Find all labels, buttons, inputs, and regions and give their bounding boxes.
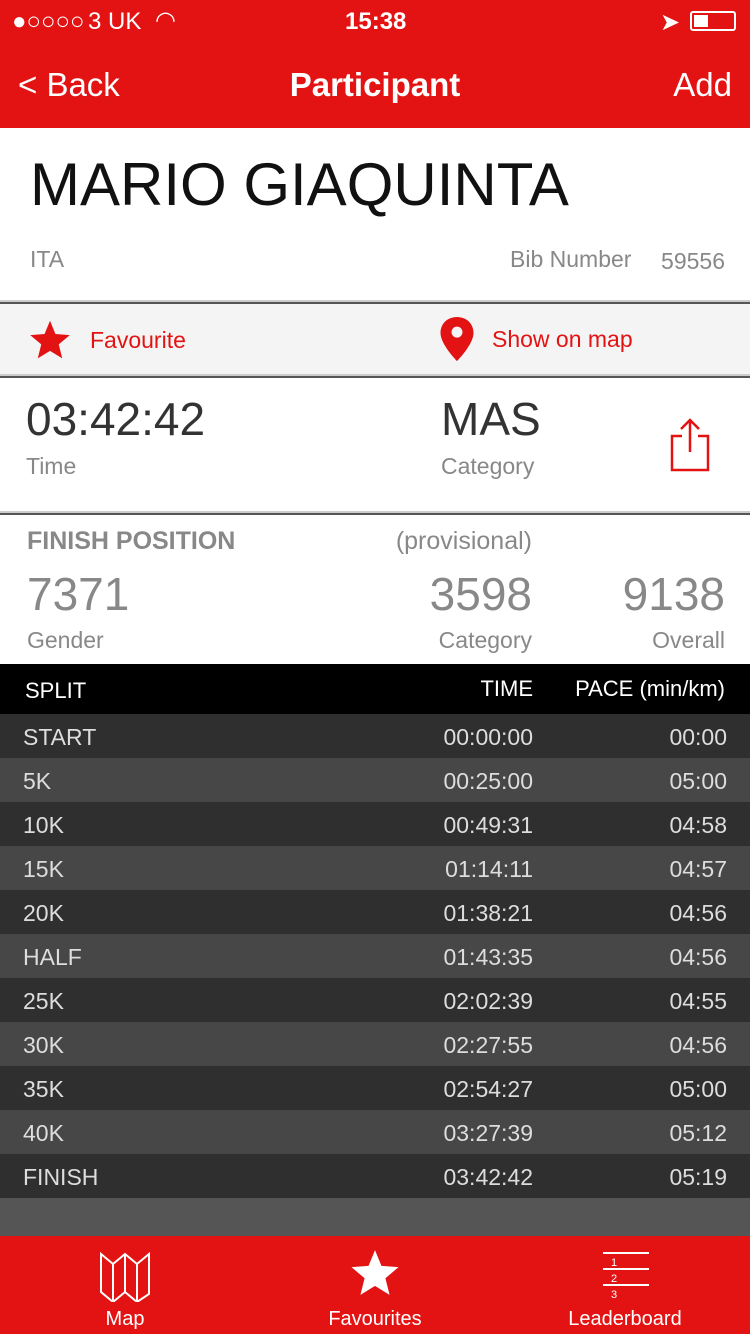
overall-position: 9138 [622,568,725,620]
split-name: 25K [23,988,64,1014]
split-name: 5K [23,768,52,794]
nav-bar: < Back Participant Add [0,40,750,128]
split-pace: 00:00 [669,724,727,750]
pace-header: PACE (min/km) [575,676,725,701]
split-pace: 04:55 [669,988,727,1014]
split-pace: 04:56 [669,1032,727,1058]
tab-label: Favourites [328,1308,422,1330]
split-pace: 05:19 [669,1164,727,1190]
tab-bar: Map Favourites 1 2 3 Leaderboard [0,1236,750,1334]
bib-number: 59556 [661,248,725,274]
split-time: 03:27:39 [443,1120,533,1146]
action-row: Favourite Show on map [0,304,750,376]
tab-label: Leaderboard [568,1308,682,1330]
split-pace: 05:12 [669,1120,727,1146]
split-time: 02:27:55 [443,1032,533,1058]
clock: 15:38 [345,8,407,35]
svg-text:2: 2 [611,1273,617,1285]
result-summary: 03:42:42 Time MAS Category [0,378,750,513]
map-icon [100,1252,150,1302]
finish-position: FINISH POSITION (provisional) 7371 Gende… [0,515,750,664]
table-row: START 00:00:00 00:00 [0,714,750,758]
signal-icon: ●○○○○ [12,8,85,35]
favourite-button[interactable]: Favourite [28,318,186,362]
table-row: 35K 02:54:27 05:00 [0,1066,750,1110]
star-icon [30,320,70,359]
tab-label: Map [105,1308,145,1330]
split-name: 35K [23,1076,64,1102]
split-time: 01:43:35 [443,944,533,970]
tab-map[interactable]: Map [0,1236,250,1334]
split-time: 02:54:27 [443,1076,533,1102]
split-name: 40K [23,1120,64,1146]
category-position: 3598 [429,568,532,620]
participant-header: MARIO GIAQUINTA ITA Bib Number 59556 [0,128,750,302]
back-button[interactable]: < Back [18,66,120,103]
split-pace: 04:57 [669,856,727,882]
country: ITA [30,246,65,272]
split-name: FINISH [23,1164,99,1190]
table-row: 40K 03:27:39 05:12 [0,1110,750,1154]
category-label: Category [441,453,535,479]
split-name: HALF [23,944,82,970]
split-time: 00:00:00 [443,724,533,750]
finish-time: 03:42:42 [26,393,206,445]
split-time: 00:49:31 [443,812,533,838]
time-label: Time [26,453,77,479]
split-header: SPLIT [25,678,87,703]
split-name: 10K [23,812,64,838]
split-time: 02:02:39 [443,988,533,1014]
bib-label: Bib Number [510,246,632,272]
overall-label: Overall [652,627,725,653]
svg-text:1: 1 [611,1257,617,1269]
carrier: 3 UK [88,8,142,35]
tab-leaderboard[interactable]: 1 2 3 Leaderboard [500,1236,750,1334]
show-on-map-label: Show on map [492,325,633,352]
split-pace: 04:56 [669,900,727,926]
split-time: 00:25:00 [443,768,533,794]
map-pin-icon [440,317,474,361]
share-icon[interactable] [668,416,712,472]
table-row: 25K 02:02:39 04:55 [0,978,750,1022]
split-pace: 05:00 [669,768,727,794]
split-pace: 05:00 [669,1076,727,1102]
split-time: 01:14:11 [445,856,533,882]
wifi-icon: ◠ [155,7,176,34]
table-row: 30K 02:27:55 04:56 [0,1022,750,1066]
tab-favourites[interactable]: Favourites [250,1236,500,1334]
table-row: 20K 01:38:21 04:56 [0,890,750,934]
gender-label: Gender [27,627,104,653]
favourite-label: Favourite [90,326,186,353]
star-icon [351,1250,399,1295]
table-row: 5K 00:25:00 05:00 [0,758,750,802]
finish-position-title: FINISH POSITION [27,527,236,555]
table-row: 10K 00:49:31 04:58 [0,802,750,846]
leaderboard-icon: 1 2 3 [603,1252,649,1300]
time-header: TIME [480,676,533,701]
show-on-map-button[interactable]: Show on map [440,316,633,362]
split-time: 03:42:42 [443,1164,533,1190]
split-name: START [23,724,97,750]
split-name: 30K [23,1032,64,1058]
provisional-note: (provisional) [395,527,532,555]
category-position-label: Category [438,627,532,653]
splits-header: SPLIT TIME PACE (min/km) [0,664,750,714]
status-bar: ●○○○○ 3 UK ◠ 15:38 ➤ [0,0,750,40]
table-row: FINISH 03:42:42 05:19 [0,1154,750,1198]
location-icon: ➤ [660,9,681,36]
add-button[interactable]: Add [673,66,732,103]
split-name: 20K [23,900,64,926]
split-time: 01:38:21 [443,900,533,926]
split-name: 15K [23,856,64,882]
split-pace: 04:58 [669,812,727,838]
svg-text:3: 3 [611,1289,617,1300]
table-row: 15K 01:14:11 04:57 [0,846,750,890]
participant-name: MARIO GIAQUINTA [30,151,569,218]
table-row: HALF 01:43:35 04:56 [0,934,750,978]
category-value: MAS [441,393,541,445]
split-pace: 04:56 [669,944,727,970]
gender-position: 7371 [27,568,130,620]
battery-icon [690,11,736,31]
